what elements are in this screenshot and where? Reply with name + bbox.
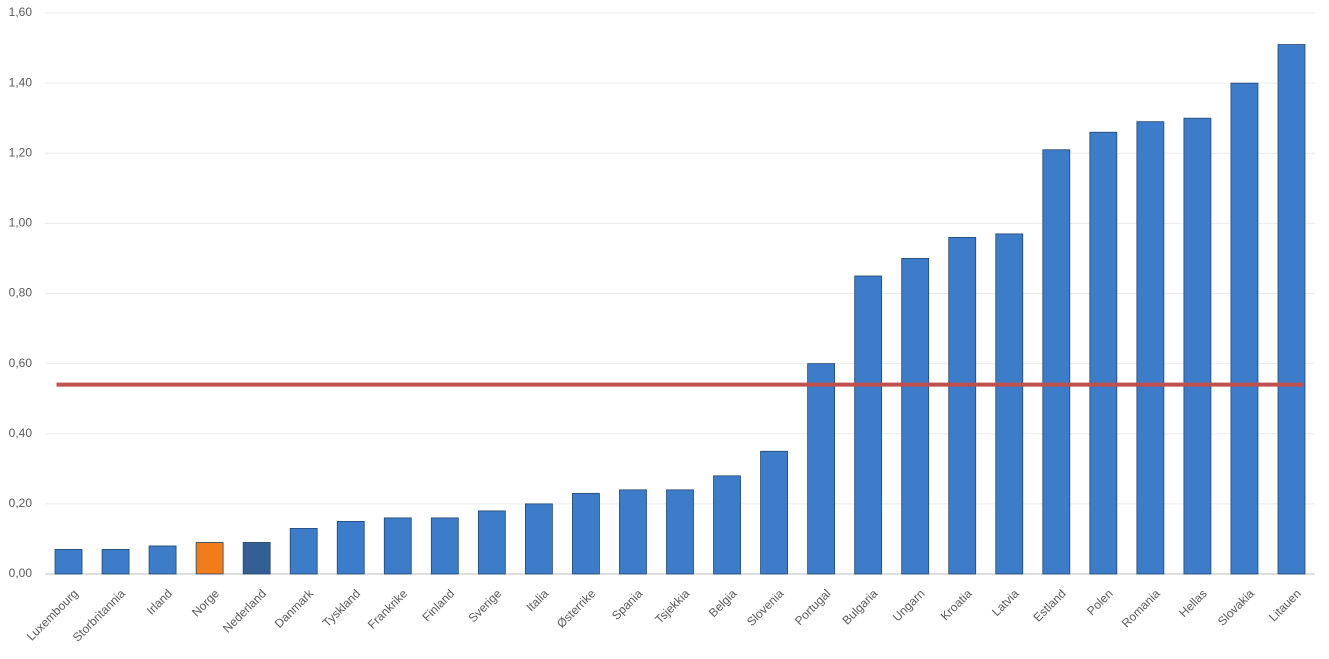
bar (242, 542, 271, 575)
bar (477, 510, 506, 575)
bar (948, 236, 977, 575)
x-tick-label: Italia (523, 586, 551, 614)
y-tick-label: 0,20 (9, 496, 33, 510)
bar (760, 450, 788, 575)
x-tick-label: Danmark (272, 586, 317, 631)
x-tick-label: Polen (1084, 586, 1116, 618)
bar (336, 521, 365, 575)
x-tick-label: Tyskland (320, 586, 363, 629)
bar (619, 489, 647, 575)
x-tick-label: Hellas (1176, 586, 1209, 619)
x-tick-label: Ungarn (890, 586, 928, 624)
y-tick-label: 1,40 (9, 75, 33, 89)
bar (101, 549, 130, 575)
y-tick-label: 0,00 (9, 566, 33, 580)
bar (383, 517, 412, 575)
bar (1136, 121, 1165, 575)
x-tick-label: Romania (1119, 586, 1163, 630)
x-tick-label: Slovakia (1215, 586, 1257, 628)
x-tick-label: Sverige (466, 586, 505, 625)
x-tick-label: Kroatia (938, 586, 975, 623)
bar (1089, 131, 1118, 575)
y-tick-label: 1,60 (9, 5, 33, 19)
bar (54, 549, 83, 575)
x-tick-label: Bulgaria (839, 586, 880, 627)
bar (854, 275, 883, 575)
x-tick-label: Portugal (792, 586, 834, 628)
bar (666, 489, 694, 575)
x-tick-label: Frankrike (365, 586, 410, 631)
bar (148, 545, 177, 575)
x-tick-label: Belgia (706, 586, 740, 620)
x-tick-label: Estland (1030, 586, 1068, 624)
bar (995, 233, 1024, 575)
bar (1277, 44, 1306, 575)
x-tick-label: Latvia (989, 586, 1022, 619)
y-tick-label: 1,20 (9, 145, 33, 159)
x-tick-label: Østerrike (554, 586, 599, 631)
bar (195, 542, 224, 575)
bar (901, 258, 930, 575)
x-tick-label: Litauen (1266, 586, 1304, 624)
bar (289, 528, 318, 575)
x-tick-label: Tsjekkia (652, 586, 692, 626)
x-tick-label: Spania (609, 586, 646, 623)
x-tick-label: Norge (189, 586, 222, 619)
x-tick-label: Irland (144, 586, 175, 617)
y-tick-label: 1,00 (9, 216, 33, 230)
bar (807, 363, 836, 575)
y-tick-label: 0,40 (9, 426, 33, 440)
y-tick-label: 0,60 (9, 356, 33, 370)
bar (1042, 149, 1071, 575)
bar (1183, 117, 1212, 575)
x-tick-label: Finland (419, 586, 457, 624)
bar (572, 492, 600, 575)
y-tick-label: 0,80 (9, 286, 33, 300)
bar (713, 475, 741, 575)
bar (1230, 82, 1259, 575)
bar (524, 503, 553, 575)
x-tick-label: Slovenia (744, 586, 787, 629)
x-tick-label: Nederland (220, 586, 269, 635)
bar (430, 517, 459, 575)
